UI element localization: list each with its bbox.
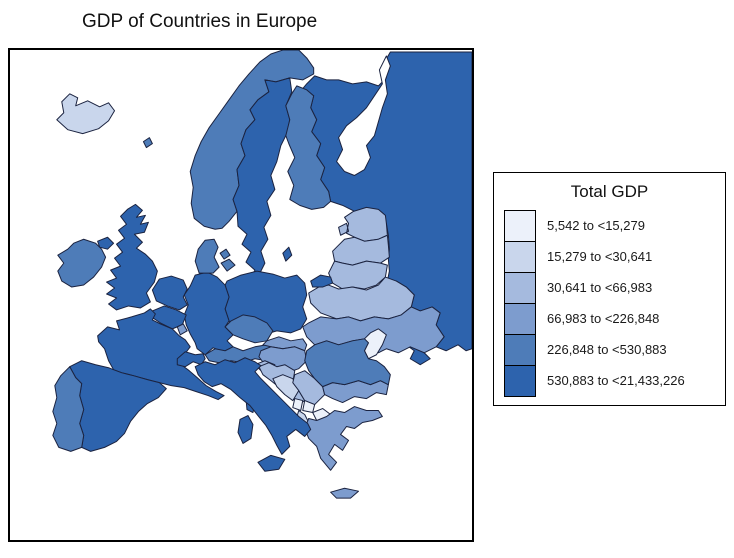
- map-frame: [8, 48, 474, 542]
- legend-swatch-bin-1: [504, 241, 536, 273]
- country-latvia: [332, 234, 390, 266]
- legend-swatch-bin-0: [504, 210, 536, 242]
- legend-title: Total GDP: [570, 182, 649, 201]
- country-united-kingdom: [97, 203, 158, 311]
- legend-row: 5,542 to <15,279: [504, 210, 725, 242]
- legend-swatch-bin-4: [504, 334, 536, 366]
- legend-row: 30,641 to <66,983: [504, 272, 725, 304]
- legend: Total GDP 5,542 to <15,279 15,279 to <30,…: [493, 172, 726, 406]
- legend-swatch-bin-2: [504, 272, 536, 304]
- legend-label: 15,279 to <30,641: [547, 249, 653, 264]
- country-switzerland: [176, 351, 206, 368]
- country-montenegro: [292, 398, 304, 412]
- country-serbia: [292, 370, 326, 406]
- country-denmark: [142, 137, 236, 274]
- country-portugal: [52, 366, 85, 452]
- country-bosnia-and-herzegovina: [272, 374, 300, 402]
- legend-label: 5,542 to <15,279: [547, 218, 645, 233]
- country-italy: [194, 357, 312, 472]
- country-luxembourg: [176, 323, 188, 336]
- country-ireland: [57, 238, 107, 288]
- legend-row: 15,279 to <30,641: [504, 241, 725, 273]
- legend-row: 530,883 to <21,433,226: [504, 364, 725, 397]
- white-sea: [336, 55, 391, 176]
- country-lithuania: [328, 260, 388, 290]
- legend-swatch-bin-3: [504, 303, 536, 335]
- country-estonia: [338, 206, 388, 242]
- europe-choropleth-svg: [52, 50, 472, 499]
- country-romania: [304, 338, 391, 388]
- countries-group: [52, 50, 472, 499]
- legend-label: 226,848 to <530,883: [547, 342, 667, 357]
- legend-label: 530,883 to <21,433,226: [547, 373, 685, 388]
- legend-label: 66,983 to <226,848: [547, 311, 660, 326]
- legend-swatch-bin-5: [504, 364, 536, 397]
- country-finland: [285, 85, 332, 210]
- legend-row: 226,848 to <530,883: [504, 334, 725, 366]
- legend-label: 30,641 to <66,983: [547, 280, 653, 295]
- legend-entries: 5,542 to <15,279 15,279 to <30,641 30,641 …: [504, 210, 725, 397]
- legend-row: 66,983 to <226,848: [504, 303, 725, 335]
- page-title: GDP of Countries in Europe: [82, 11, 318, 32]
- country-iceland: [56, 93, 116, 135]
- country-bulgaria: [322, 380, 389, 404]
- country-netherlands: [151, 275, 188, 311]
- country-greece: [304, 406, 383, 499]
